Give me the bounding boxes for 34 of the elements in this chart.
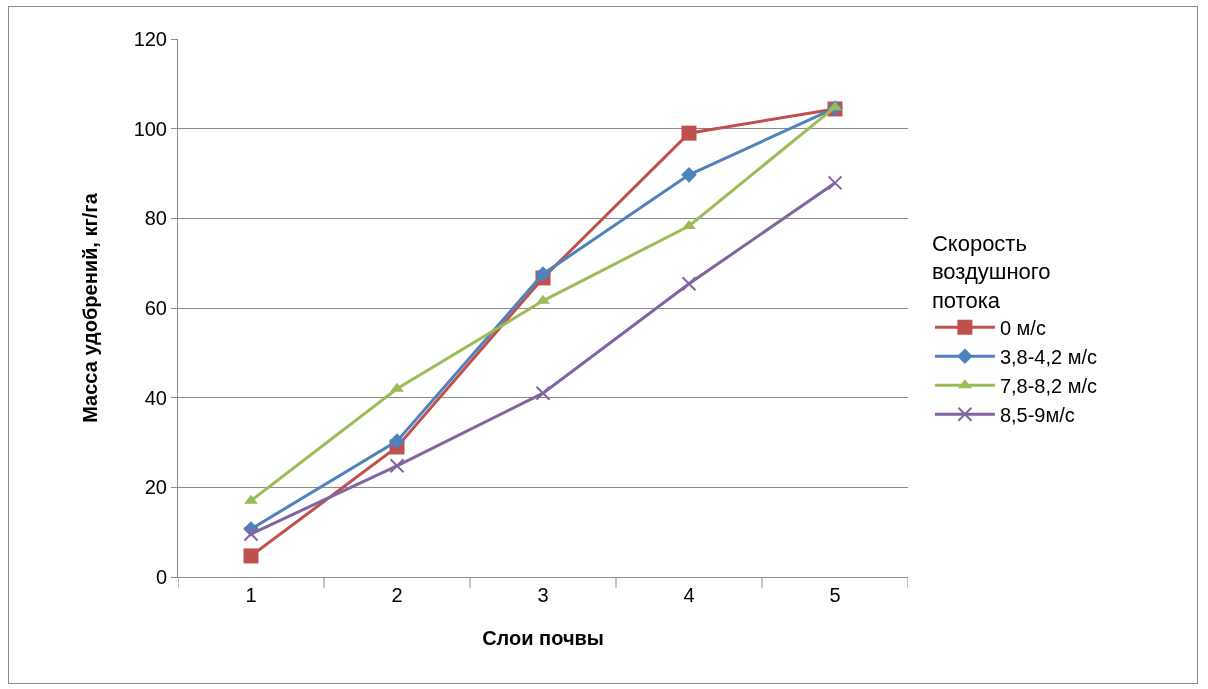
y-tick-label: 40 [144, 386, 167, 409]
point [681, 276, 697, 292]
point [536, 294, 550, 304]
point [681, 167, 697, 183]
point [827, 175, 843, 191]
point [535, 385, 551, 401]
x-tick-label: 3 [537, 584, 549, 606]
y-tick-label: 120 [133, 28, 167, 50]
y-tick-label: 100 [133, 117, 167, 140]
point [390, 382, 404, 392]
y-tick-label: 20 [144, 476, 167, 499]
x-tick-label: 5 [829, 584, 841, 606]
point [682, 219, 696, 229]
x-tick-label: 4 [683, 584, 695, 606]
point [389, 458, 405, 474]
y-tick-label: 60 [144, 297, 167, 319]
x-axis-title: Слои почвы [482, 626, 604, 649]
point [828, 101, 842, 111]
point [243, 548, 259, 564]
point [389, 433, 405, 449]
y-tick-label: 80 [144, 207, 167, 230]
legend-label: 8,5-9м/с [999, 404, 1075, 427]
y-tick-label: 0 [155, 566, 167, 588]
point [243, 526, 259, 542]
legend-label: 3,8-4,2 м/с [999, 346, 1098, 369]
point [681, 125, 697, 141]
legend-label: 7,8-8,2 м/с [999, 375, 1098, 398]
legend-label: 0 м/с [999, 317, 1046, 340]
x-tick-label: 2 [391, 584, 403, 606]
x-tick-label: 1 [245, 584, 257, 606]
point [244, 494, 258, 504]
legend-title: Скорость воздушного потока [931, 230, 1051, 313]
y-axis-title: Масса удобрений, кг/га [79, 192, 102, 423]
point [535, 266, 551, 282]
